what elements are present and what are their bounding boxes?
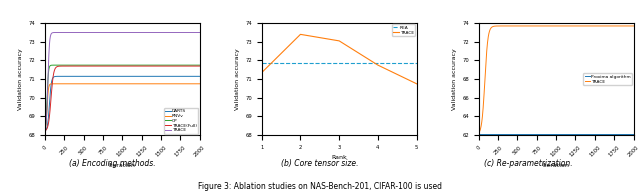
TRACE: [335, 40, 343, 42]
DARTS: [164, 75, 172, 77]
TRACE: [475, 132, 483, 134]
Legend: Proxima algorithm, TRACE: Proxima algorithm, TRACE: [583, 73, 632, 85]
Line: TRACE: TRACE: [262, 34, 417, 84]
REA: [258, 62, 266, 64]
Y-axis label: Validation accuracy: Validation accuracy: [18, 48, 23, 110]
X-axis label: Iteration: Iteration: [543, 163, 570, 168]
Text: (c) Re-parametrization.: (c) Re-parametrization.: [484, 159, 572, 168]
TRACE: [581, 25, 589, 27]
Y-axis label: Validation accuracy: Validation accuracy: [235, 48, 240, 110]
CP: [104, 64, 111, 66]
TRACE(Full): [91, 65, 99, 67]
CP: [57, 64, 65, 66]
Proxima algorithm: [581, 133, 589, 135]
Line: TRACE: TRACE: [479, 26, 634, 133]
TRACE: [104, 31, 111, 34]
Proxima algorithm: [475, 133, 483, 135]
CP: [109, 64, 117, 66]
CP: [147, 64, 155, 66]
RNVv: [104, 83, 111, 85]
TRACE: [536, 25, 543, 27]
DARTS: [147, 75, 155, 77]
TRACE(Full): [57, 65, 65, 67]
TRACE: [196, 31, 204, 34]
TRACE: [374, 64, 382, 66]
Line: TRACE: TRACE: [45, 32, 200, 130]
TRACE: [57, 31, 65, 34]
TRACE: [491, 25, 499, 27]
TRACE: [41, 128, 49, 131]
TRACE: [598, 25, 606, 27]
TRACE(Full): [164, 65, 172, 67]
X-axis label: Rank: Rank: [332, 155, 347, 160]
TRACE: [413, 83, 420, 85]
DARTS: [104, 75, 111, 77]
TRACE: [296, 33, 304, 36]
Text: (b) Core tensor size.: (b) Core tensor size.: [281, 159, 359, 168]
RNVv: [162, 83, 170, 85]
REA: [219, 62, 227, 64]
TRACE: [538, 25, 545, 27]
RNVv: [57, 83, 65, 85]
Proxima algorithm: [598, 133, 606, 135]
Proxima algorithm: [596, 133, 604, 135]
TRACE(Full): [147, 65, 155, 67]
TRACE(Full): [104, 65, 111, 67]
DARTS: [57, 75, 65, 78]
TRACE: [70, 31, 78, 34]
TRACE(Full): [41, 130, 49, 132]
Proxima algorithm: [630, 133, 637, 135]
CP: [65, 64, 73, 66]
Line: TRACE(Full): TRACE(Full): [45, 66, 200, 131]
RNVv: [41, 129, 49, 131]
TRACE: [596, 25, 604, 27]
TRACE: [630, 25, 637, 27]
TRACE: [109, 31, 117, 34]
DARTS: [196, 75, 204, 77]
Text: Figure 3: Ablation studies on NAS-Bench-201, CIFAR-100 is used: Figure 3: Ablation studies on NAS-Bench-…: [198, 182, 442, 191]
TRACE: [162, 31, 170, 34]
X-axis label: Iteration: Iteration: [109, 163, 136, 168]
TRACE: [258, 71, 266, 74]
TRACE(Full): [109, 65, 117, 67]
Proxima algorithm: [491, 133, 499, 135]
Legend: REA, TRACE: REA, TRACE: [392, 25, 415, 36]
RNVv: [164, 83, 172, 85]
RNVv: [109, 83, 117, 85]
CP: [196, 64, 204, 66]
TRACE(Full): [196, 65, 204, 67]
Line: DARTS: DARTS: [45, 76, 200, 131]
Text: (a) Encoding methods.: (a) Encoding methods.: [68, 159, 156, 168]
Legend: DARTS, RNVv, CP, TRACE(Full), TRACE: DARTS, RNVv, CP, TRACE(Full), TRACE: [164, 108, 198, 134]
TRACE: [147, 31, 155, 34]
Proxima algorithm: [543, 133, 551, 135]
TRACE(Full): [162, 65, 170, 67]
Line: RNVv: RNVv: [45, 84, 200, 130]
TRACE: [164, 31, 172, 34]
RNVv: [65, 83, 73, 85]
TRACE: [543, 25, 551, 27]
CP: [164, 64, 172, 66]
CP: [162, 64, 170, 66]
CP: [41, 129, 49, 131]
RNVv: [196, 83, 204, 85]
DARTS: [162, 75, 170, 77]
RNVv: [147, 83, 155, 85]
DARTS: [109, 75, 117, 77]
Y-axis label: Validation accuracy: Validation accuracy: [452, 48, 456, 110]
DARTS: [41, 130, 49, 132]
Line: CP: CP: [45, 65, 200, 130]
DARTS: [78, 75, 86, 77]
Proxima algorithm: [538, 133, 545, 135]
